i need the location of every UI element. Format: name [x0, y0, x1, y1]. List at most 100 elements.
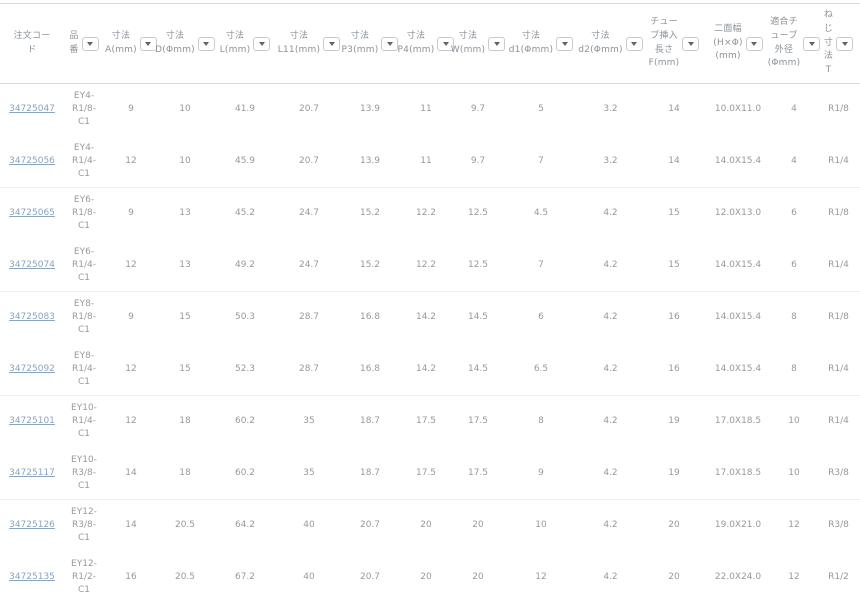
column-label-dim-l11: 寸法 L11(mm): [277, 30, 321, 55]
filter-dropdown-button-dim-l[interactable]: [253, 36, 271, 51]
cell-dim-a: 14: [125, 467, 137, 478]
filter-dropdown-button-dim-p3[interactable]: [381, 36, 399, 51]
order-code-link[interactable]: 34725126: [9, 520, 55, 531]
column-header-dim-l: 寸法 L(mm): [212, 4, 278, 84]
caret-down-icon: [442, 41, 449, 46]
cell-thread-t: R1/4: [828, 259, 849, 270]
cell-thread-t: R1/2: [828, 571, 849, 582]
column-label-dim-d2: 寸法 d2(Φmm): [578, 30, 623, 55]
cell-dim-w: 9.7: [470, 155, 486, 166]
filter-dropdown-button-dim-d2[interactable]: [625, 36, 643, 51]
caret-down-icon: [87, 41, 94, 46]
cell-dim-d1: 6.5: [533, 363, 549, 374]
cell-part-no: EY8- R1/8- C1: [72, 299, 96, 336]
cell-dim-d: 18: [179, 416, 191, 427]
cell-dim-w: 14.5: [467, 312, 489, 323]
order-code-link[interactable]: 34725101: [9, 416, 55, 427]
filter-dropdown-button-part-no[interactable]: [81, 36, 99, 51]
cell-dim-l11: 40: [303, 520, 315, 531]
cell-part-no: EY10- R3/8- C1: [71, 454, 97, 491]
table-row: 34725074 EY6- R1/4- C1 12 13 49.2 24.7 15.2 12.…: [0, 240, 860, 292]
cell-dim-w: 12.5: [467, 208, 489, 219]
cell-dim-w: 20: [472, 520, 484, 531]
filter-dropdown-button-tube-od[interactable]: [803, 36, 821, 51]
filter-dropdown-button-dim-w[interactable]: [488, 36, 506, 51]
column-header-dim-a: 寸法 A(mm): [104, 4, 158, 84]
cell-thread-t: R3/8: [828, 467, 849, 478]
filter-dropdown-button-dim-a[interactable]: [139, 36, 157, 51]
cell-order-code: 34725056: [0, 136, 64, 188]
table-row: 34725135 EY12- R1/2- C1 16 20.5 67.2 40 20.7 20…: [0, 552, 860, 604]
column-label-part-no: 品 番: [69, 30, 79, 55]
cell-dim-d1: 12: [535, 571, 547, 582]
cell-dim-d2: 4.2: [603, 312, 618, 323]
order-code-link[interactable]: 34725065: [9, 208, 55, 219]
cell-dim-p3: 13.9: [359, 155, 381, 166]
cell-dim-p3: 18.7: [359, 467, 381, 478]
caret-down-icon: [145, 41, 152, 46]
cell-width-h: 14.0X15.4: [714, 155, 762, 166]
filter-dropdown-button-width-h[interactable]: [745, 36, 763, 51]
cell-dim-l: 64.2: [234, 520, 256, 531]
cell-dim-p3: 16.8: [359, 363, 381, 374]
cell-dim-p3: 13.9: [359, 104, 381, 115]
cell-order-code: 34725101: [0, 396, 64, 448]
order-code-link[interactable]: 34725083: [9, 312, 55, 323]
column-header-width-h: 二面幅 (H×Φ) (mm): [705, 4, 771, 84]
column-header-order-code: 注文コー ド: [0, 4, 64, 84]
cell-dim-w: 9.7: [470, 104, 486, 115]
cell-tube-f: 14: [668, 104, 680, 115]
order-code-link[interactable]: 34725135: [9, 571, 55, 582]
filter-dropdown-button-dim-p4[interactable]: [437, 36, 455, 51]
cell-thread-t: R1/8: [828, 208, 849, 219]
cell-dim-d: 20.5: [174, 520, 196, 531]
filter-dropdown-button-thread-t[interactable]: [836, 36, 854, 51]
cell-dim-w: 17.5: [467, 467, 489, 478]
caret-down-icon: [808, 41, 815, 46]
cell-part-no: EY8- R1/4- C1: [72, 350, 96, 387]
cell-thread-t: R1/4: [828, 155, 849, 166]
cell-dim-a: 9: [128, 208, 134, 219]
filter-dropdown-button-dim-l11[interactable]: [323, 36, 341, 51]
filter-dropdown-button-dim-d1[interactable]: [556, 36, 574, 51]
order-code-link[interactable]: 34725074: [9, 259, 55, 270]
cell-dim-l: 60.2: [234, 416, 256, 427]
cell-dim-p4: 17.5: [415, 467, 437, 478]
filter-dropdown-button-dim-d[interactable]: [197, 36, 215, 51]
cell-dim-d2: 4.2: [603, 520, 618, 531]
caret-down-icon: [328, 41, 335, 46]
cell-dim-d: 13: [179, 259, 191, 270]
order-code-link[interactable]: 34725117: [9, 467, 55, 478]
column-label-dim-p3: 寸法 P3(mm): [341, 30, 379, 55]
cell-dim-a: 12: [125, 155, 137, 166]
cell-dim-p4: 11: [420, 104, 432, 115]
cell-dim-l11: 20.7: [298, 104, 320, 115]
cell-dim-w: 20: [472, 571, 484, 582]
cell-width-h: 10.0X11.0: [714, 104, 762, 115]
order-code-link[interactable]: 34725092: [9, 363, 55, 374]
cell-dim-a: 12: [125, 259, 137, 270]
table-row: 34725126 EY12- R3/8- C1 14 20.5 64.2 40 20.7 20…: [0, 500, 860, 552]
column-header-part-no: 品 番: [64, 4, 104, 84]
cell-dim-w: 14.5: [467, 363, 489, 374]
cell-part-no: EY12- R1/2- C1: [71, 558, 97, 596]
cell-tube-f: 15: [668, 259, 680, 270]
column-label-thread-t: ね じ 寸 法 T: [823, 9, 834, 76]
cell-tube-od: 4: [791, 104, 797, 115]
column-label-width-h: 二面幅 (H×Φ) (mm): [713, 23, 743, 62]
cell-dim-p4: 20: [420, 520, 432, 531]
order-code-link[interactable]: 34725056: [9, 155, 55, 166]
column-header-thread-t: ね じ 寸 法 T: [817, 4, 860, 84]
cell-width-h: 22.0X24.0: [714, 571, 762, 582]
cell-width-h: 14.0X15.4: [714, 312, 762, 323]
column-label-dim-d1: 寸法 d1(Φmm): [508, 30, 554, 55]
cell-dim-a: 12: [125, 416, 137, 427]
cell-dim-p3: 18.7: [359, 416, 381, 427]
cell-tube-od: 6: [791, 259, 797, 270]
order-code-link[interactable]: 34725047: [9, 104, 55, 115]
cell-dim-p4: 17.5: [415, 416, 437, 427]
column-header-dim-d2: 寸法 d2(Φmm): [578, 4, 643, 84]
filter-dropdown-button-tube-f[interactable]: [682, 36, 700, 51]
cell-order-code: 34725074: [0, 240, 64, 292]
cell-width-h: 14.0X15.4: [714, 259, 762, 270]
